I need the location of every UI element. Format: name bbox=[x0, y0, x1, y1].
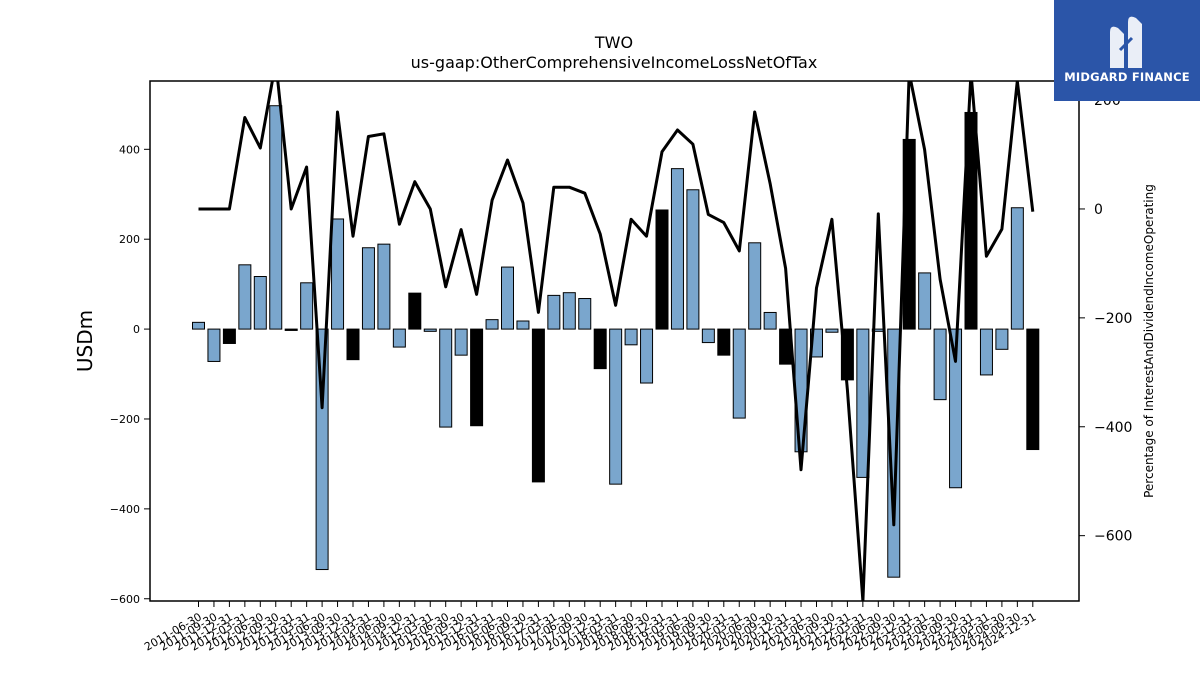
line-series-layer bbox=[198, 81, 1035, 601]
bar bbox=[995, 328, 1009, 350]
bar bbox=[655, 209, 669, 330]
y-tick-label: −400 bbox=[110, 503, 140, 516]
midgard-logo-icon bbox=[1110, 16, 1142, 69]
bar bbox=[547, 294, 561, 330]
y2-tick-label: −200 bbox=[1094, 311, 1132, 327]
bar bbox=[485, 319, 499, 330]
bar bbox=[392, 328, 406, 348]
bar bbox=[748, 242, 762, 330]
bar bbox=[763, 311, 777, 330]
y-axis-label: USDm bbox=[73, 310, 97, 372]
bar bbox=[470, 328, 484, 427]
bar bbox=[1010, 207, 1024, 330]
line-series bbox=[198, 81, 1035, 601]
bar bbox=[315, 328, 329, 571]
bar bbox=[825, 328, 839, 333]
chart-title: TWO bbox=[594, 33, 633, 52]
bar bbox=[501, 266, 514, 330]
bar bbox=[207, 328, 221, 362]
bar bbox=[361, 247, 375, 330]
bar bbox=[609, 328, 623, 485]
bar bbox=[516, 320, 530, 330]
bar bbox=[887, 328, 901, 578]
bar-series bbox=[192, 105, 1040, 578]
bar bbox=[454, 328, 468, 356]
bar bbox=[284, 328, 298, 331]
bar bbox=[717, 328, 731, 356]
y2-tick-label: −400 bbox=[1094, 420, 1132, 436]
bar bbox=[949, 328, 963, 489]
bar bbox=[964, 111, 978, 330]
bar bbox=[439, 328, 453, 428]
y2-axis-label: Percentage of InterestAndDividendIncomeO… bbox=[1142, 184, 1156, 498]
bar bbox=[670, 168, 684, 330]
logo-text: MIDGARD FINANCE bbox=[1064, 70, 1190, 84]
bar bbox=[686, 189, 700, 330]
bar bbox=[1026, 328, 1040, 451]
bar bbox=[918, 272, 932, 330]
left-axis: −600 −400 −200 0 200 400 bbox=[110, 143, 150, 606]
bar bbox=[562, 292, 576, 330]
bar bbox=[253, 276, 267, 330]
bar bbox=[331, 218, 345, 330]
bar bbox=[377, 243, 391, 330]
y-tick-label: 400 bbox=[119, 143, 140, 156]
bar bbox=[269, 105, 283, 330]
y-tick-label: −200 bbox=[110, 413, 140, 426]
bar bbox=[423, 328, 437, 332]
bar bbox=[192, 321, 205, 330]
bar bbox=[933, 328, 947, 401]
bar bbox=[624, 328, 638, 346]
bar bbox=[300, 282, 314, 330]
y-tick-label: −600 bbox=[110, 593, 140, 606]
bar bbox=[979, 328, 993, 376]
bar bbox=[640, 328, 654, 384]
bar bbox=[856, 328, 870, 478]
plot-frame bbox=[149, 80, 1080, 602]
bar bbox=[222, 328, 236, 344]
y2-tick-label: −600 bbox=[1094, 529, 1132, 545]
bar bbox=[238, 264, 252, 330]
bar bbox=[593, 328, 607, 370]
bar bbox=[408, 292, 422, 330]
bar bbox=[732, 328, 746, 419]
bar bbox=[531, 328, 545, 483]
midgard-finance-logo: MIDGARD FINANCE bbox=[1054, 0, 1200, 101]
bar bbox=[701, 328, 715, 344]
x-axis: 2011-06-302011-09-302011-12-312012-03-31… bbox=[142, 601, 1038, 654]
y-tick-label: 0 bbox=[133, 323, 140, 336]
chart-subtitle: us-gaap:OtherComprehensiveIncomeLossNetO… bbox=[411, 53, 818, 72]
bar bbox=[578, 298, 592, 330]
y2-tick-label: 0 bbox=[1094, 202, 1103, 218]
y-tick-label: 200 bbox=[119, 233, 140, 246]
bar bbox=[346, 328, 360, 361]
